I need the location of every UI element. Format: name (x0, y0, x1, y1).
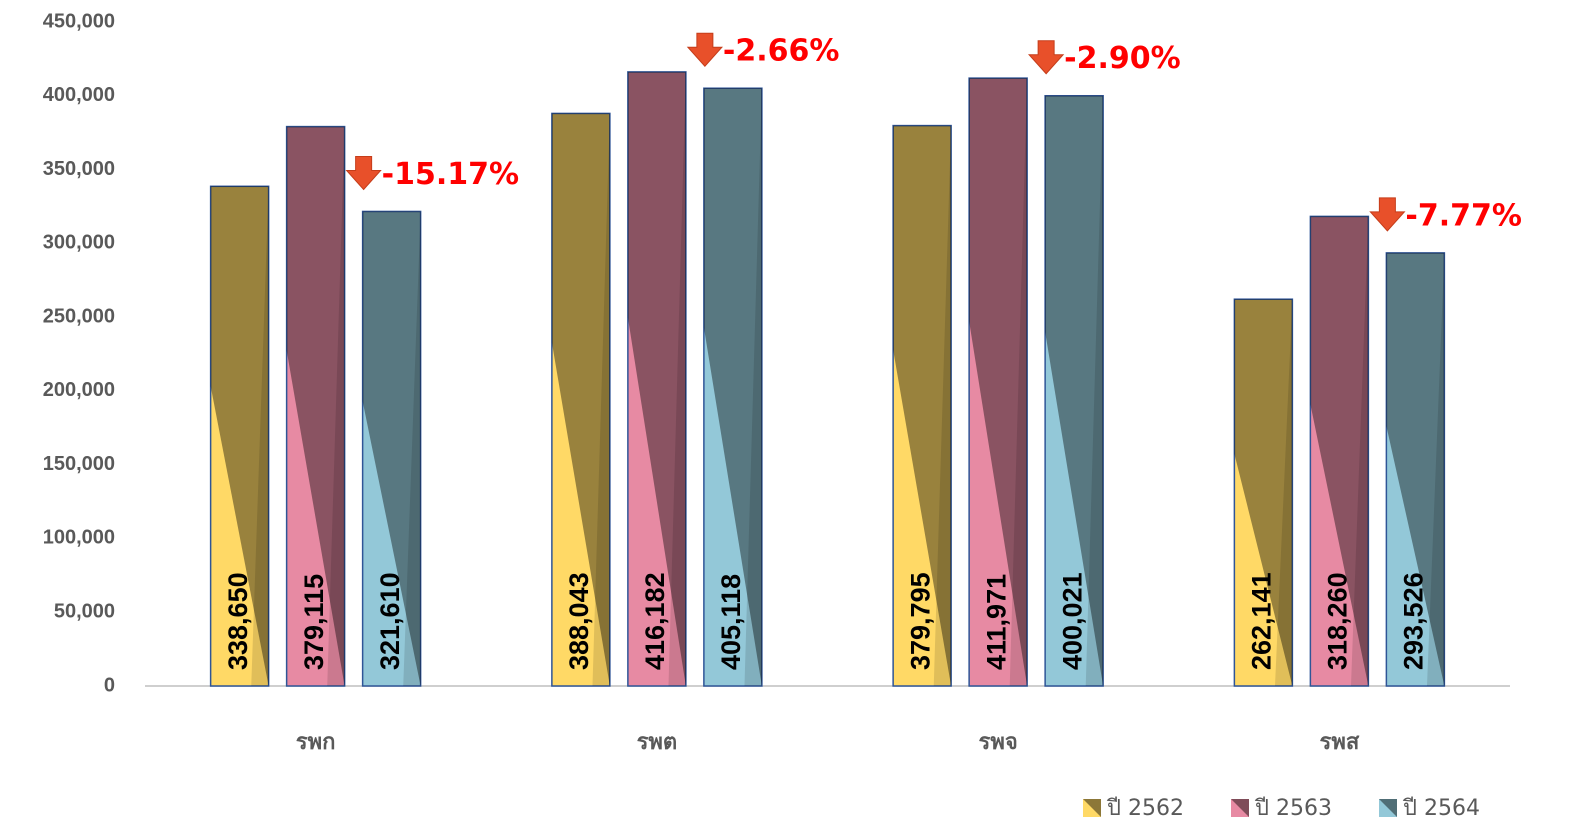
bar-shade (1426, 252, 1445, 686)
y-tick-label: 200,000 (43, 379, 115, 401)
bar-shade (1009, 78, 1028, 687)
bar-shade (1234, 299, 1293, 686)
y-tick-label: 50,000 (54, 601, 115, 623)
data-label: 388,043 (564, 572, 594, 670)
bar-shade (1310, 216, 1369, 686)
bar-shade (933, 125, 952, 687)
bar (1309, 215, 1370, 687)
legend-swatch-shade (1231, 799, 1249, 817)
bar (892, 124, 952, 687)
y-tick-label: 450,000 (43, 10, 115, 32)
down-arrow-icon (1028, 40, 1065, 75)
data-label: 321,610 (375, 572, 405, 670)
data-label: 411,971 (981, 574, 1011, 670)
data-label: 416,182 (640, 572, 670, 670)
bar (551, 112, 611, 687)
data-label: 262,141 (1247, 572, 1277, 670)
bar-shade (592, 113, 610, 686)
bar-shade (403, 211, 421, 686)
bar-shade (1274, 299, 1293, 686)
bar-shade (251, 186, 269, 687)
bar-shade (362, 211, 421, 686)
bar (1044, 94, 1104, 687)
legend-swatch (1231, 799, 1249, 817)
annotation-text: -2.90% (1064, 41, 1181, 76)
down-arrow-icon (1369, 197, 1406, 232)
annotation: -2.66% (686, 32, 840, 69)
bar-shade (1386, 252, 1445, 686)
bar-shade (1085, 95, 1104, 687)
bar (627, 71, 687, 687)
legend-swatch-shade (1083, 799, 1101, 817)
bar-shade (703, 88, 762, 686)
annotation-text: -2.66% (723, 34, 840, 69)
bar (361, 210, 422, 687)
bar (285, 125, 346, 687)
bar-shade (744, 88, 762, 686)
bar-shade (969, 78, 1028, 687)
annotation: -15.17% (345, 155, 519, 192)
y-tick-label: 0 (104, 674, 115, 696)
data-label: 379,795 (905, 572, 935, 670)
bar-shade (551, 113, 610, 686)
data-label: 379,115 (299, 574, 329, 670)
data-label: 293,526 (1399, 572, 1429, 670)
annotation: -7.77% (1369, 197, 1522, 233)
bar-shade (286, 126, 345, 687)
bar (968, 77, 1028, 687)
bar-shade (1350, 216, 1369, 686)
bar (1385, 252, 1446, 687)
bar-shade (327, 126, 345, 687)
x-tick-label: รพก (296, 730, 336, 755)
y-tick-label: 150,000 (43, 453, 115, 475)
x-tick-label: รพจ (979, 730, 1018, 755)
y-tick-label: 300,000 (43, 232, 115, 254)
data-label: 318,260 (1323, 572, 1353, 670)
bar-shade (1045, 95, 1104, 687)
down-arrow-icon (686, 32, 723, 67)
data-label: 338,650 (223, 572, 253, 670)
bar (209, 185, 270, 687)
y-tick-label: 250,000 (43, 305, 115, 327)
legend-swatch-shade (1379, 799, 1397, 817)
annotation-text: -7.77% (1405, 198, 1522, 233)
bar-shade (210, 186, 269, 687)
down-arrow-icon (345, 155, 382, 191)
annotation-text: -15.17% (382, 157, 519, 192)
data-label: 405,118 (716, 574, 746, 670)
annotation: -2.90% (1028, 40, 1181, 76)
x-tick-label: รพส (1320, 730, 1360, 755)
bar-shade (893, 125, 952, 687)
legend-swatch (1379, 799, 1397, 817)
bar-shade (627, 71, 686, 687)
y-tick-label: 400,000 (43, 84, 115, 106)
data-label: 400,021 (1057, 572, 1087, 670)
bar (1233, 298, 1294, 687)
bar (703, 87, 763, 687)
bar-shade (668, 71, 686, 687)
legend-label: ปี 2563 (1254, 796, 1332, 821)
y-tick-label: 100,000 (43, 527, 115, 549)
legend-swatch (1083, 799, 1101, 817)
legend-label: ปี 2564 (1402, 796, 1480, 821)
x-tick-label: รพต (637, 730, 678, 755)
legend-label: ปี 2562 (1106, 796, 1184, 821)
y-tick-label: 350,000 (43, 158, 115, 180)
